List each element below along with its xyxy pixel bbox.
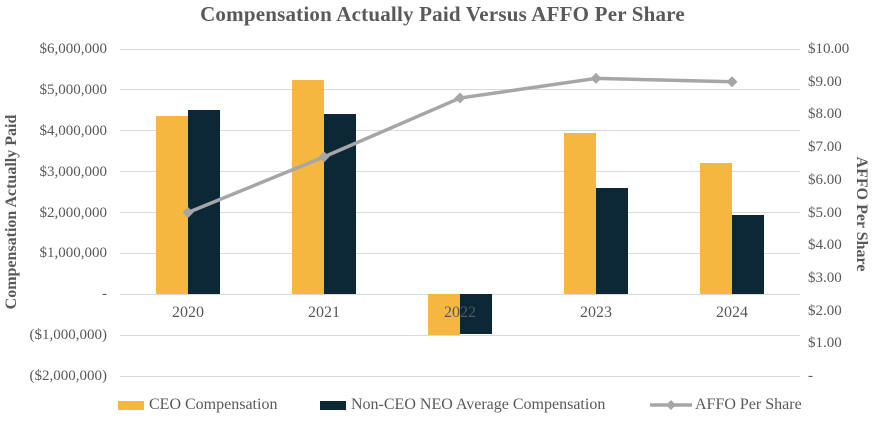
left-axis-tick: $2,000,000 [39, 204, 108, 221]
right-axis-tick: $7.00 [808, 139, 842, 156]
category-label-2020: 2020 [172, 304, 204, 322]
left-axis-tick: ($2,000,000) [29, 368, 108, 384]
left-axis-tick: - [102, 286, 107, 303]
bar-non-ceo-neo-average-compensation-2023 [596, 187, 628, 295]
legend-label: AFFO Per Share [695, 396, 802, 413]
legend-swatch-bar [118, 400, 144, 410]
bar-ceo-compensation-2021 [292, 79, 324, 295]
bar-ceo-compensation-2024 [700, 163, 732, 295]
right-axis-tick: - [808, 368, 813, 384]
right-axis-tick: $1.00 [808, 335, 842, 352]
right-axis-tick: $9.00 [808, 73, 842, 90]
left-axis-tick: $3,000,000 [39, 163, 108, 180]
gridline [120, 89, 800, 91]
legend-diamond [666, 400, 676, 410]
right-axis-tick: $8.00 [808, 106, 842, 123]
legend-label: Non-CEO NEO Average Compensation [351, 396, 606, 413]
right-axis-tick: $4.00 [808, 237, 842, 254]
affo-diamond-marker-2023 [590, 72, 602, 84]
bar-ceo-compensation-2023 [564, 132, 596, 295]
right-axis-tick: $6.00 [808, 171, 842, 188]
affo-line [187, 76, 733, 215]
category-label-2024: 2024 [716, 304, 748, 322]
legend-item-affo-per-share: AFFO Per Share [650, 393, 802, 417]
gridline [120, 334, 800, 336]
gridline [120, 252, 800, 254]
category-label-2023: 2023 [580, 304, 612, 322]
left-axis-tick: $6,000,000 [39, 41, 108, 57]
legend-swatch-line [650, 400, 692, 410]
left-axis-tick: $4,000,000 [39, 122, 108, 139]
legend: CEO Compensation Non-CEO NEO Average Comp… [0, 393, 885, 417]
right-axis-tick: $3.00 [808, 269, 842, 286]
bar-ceo-compensation-2020 [156, 116, 188, 295]
left-axis-tick: ($1,000,000) [29, 327, 108, 344]
left-axis-tick: $1,000,000 [39, 245, 108, 262]
category-label-2022: 2022 [444, 304, 476, 322]
right-axis-tick: $10.00 [808, 41, 850, 57]
gridline [120, 171, 800, 173]
category-label-2021: 2021 [308, 304, 340, 322]
legend-label: CEO Compensation [149, 396, 278, 413]
affo-diamond-marker-2022 [454, 92, 466, 104]
legend-item-ceo-compensation: CEO Compensation [118, 393, 277, 417]
bar-non-ceo-neo-average-compensation-2020 [188, 110, 220, 295]
gridline [120, 375, 800, 377]
affo-diamond-marker-2024 [726, 76, 738, 88]
chart-title: Compensation Actually Paid Versus AFFO P… [200, 2, 685, 26]
bar-ceo-compensation-2022 [428, 294, 460, 336]
left-axis-tick: $5,000,000 [39, 81, 108, 98]
gridline [120, 48, 800, 50]
legend-item-non-ceo-neo-average-compensation: Non-CEO NEO Average Compensation [320, 393, 605, 417]
right-axis-tick: $5.00 [808, 204, 842, 221]
bar-non-ceo-neo-average-compensation-2024 [732, 214, 764, 295]
bar-non-ceo-neo-average-compensation-2021 [324, 114, 356, 295]
plot-area [120, 48, 800, 377]
bar-non-ceo-neo-average-compensation-2022 [460, 294, 492, 335]
legend-swatch-bar [320, 400, 346, 410]
right-axis-tick: $2.00 [808, 302, 842, 319]
gridline [120, 212, 800, 213]
gridline [120, 130, 800, 132]
